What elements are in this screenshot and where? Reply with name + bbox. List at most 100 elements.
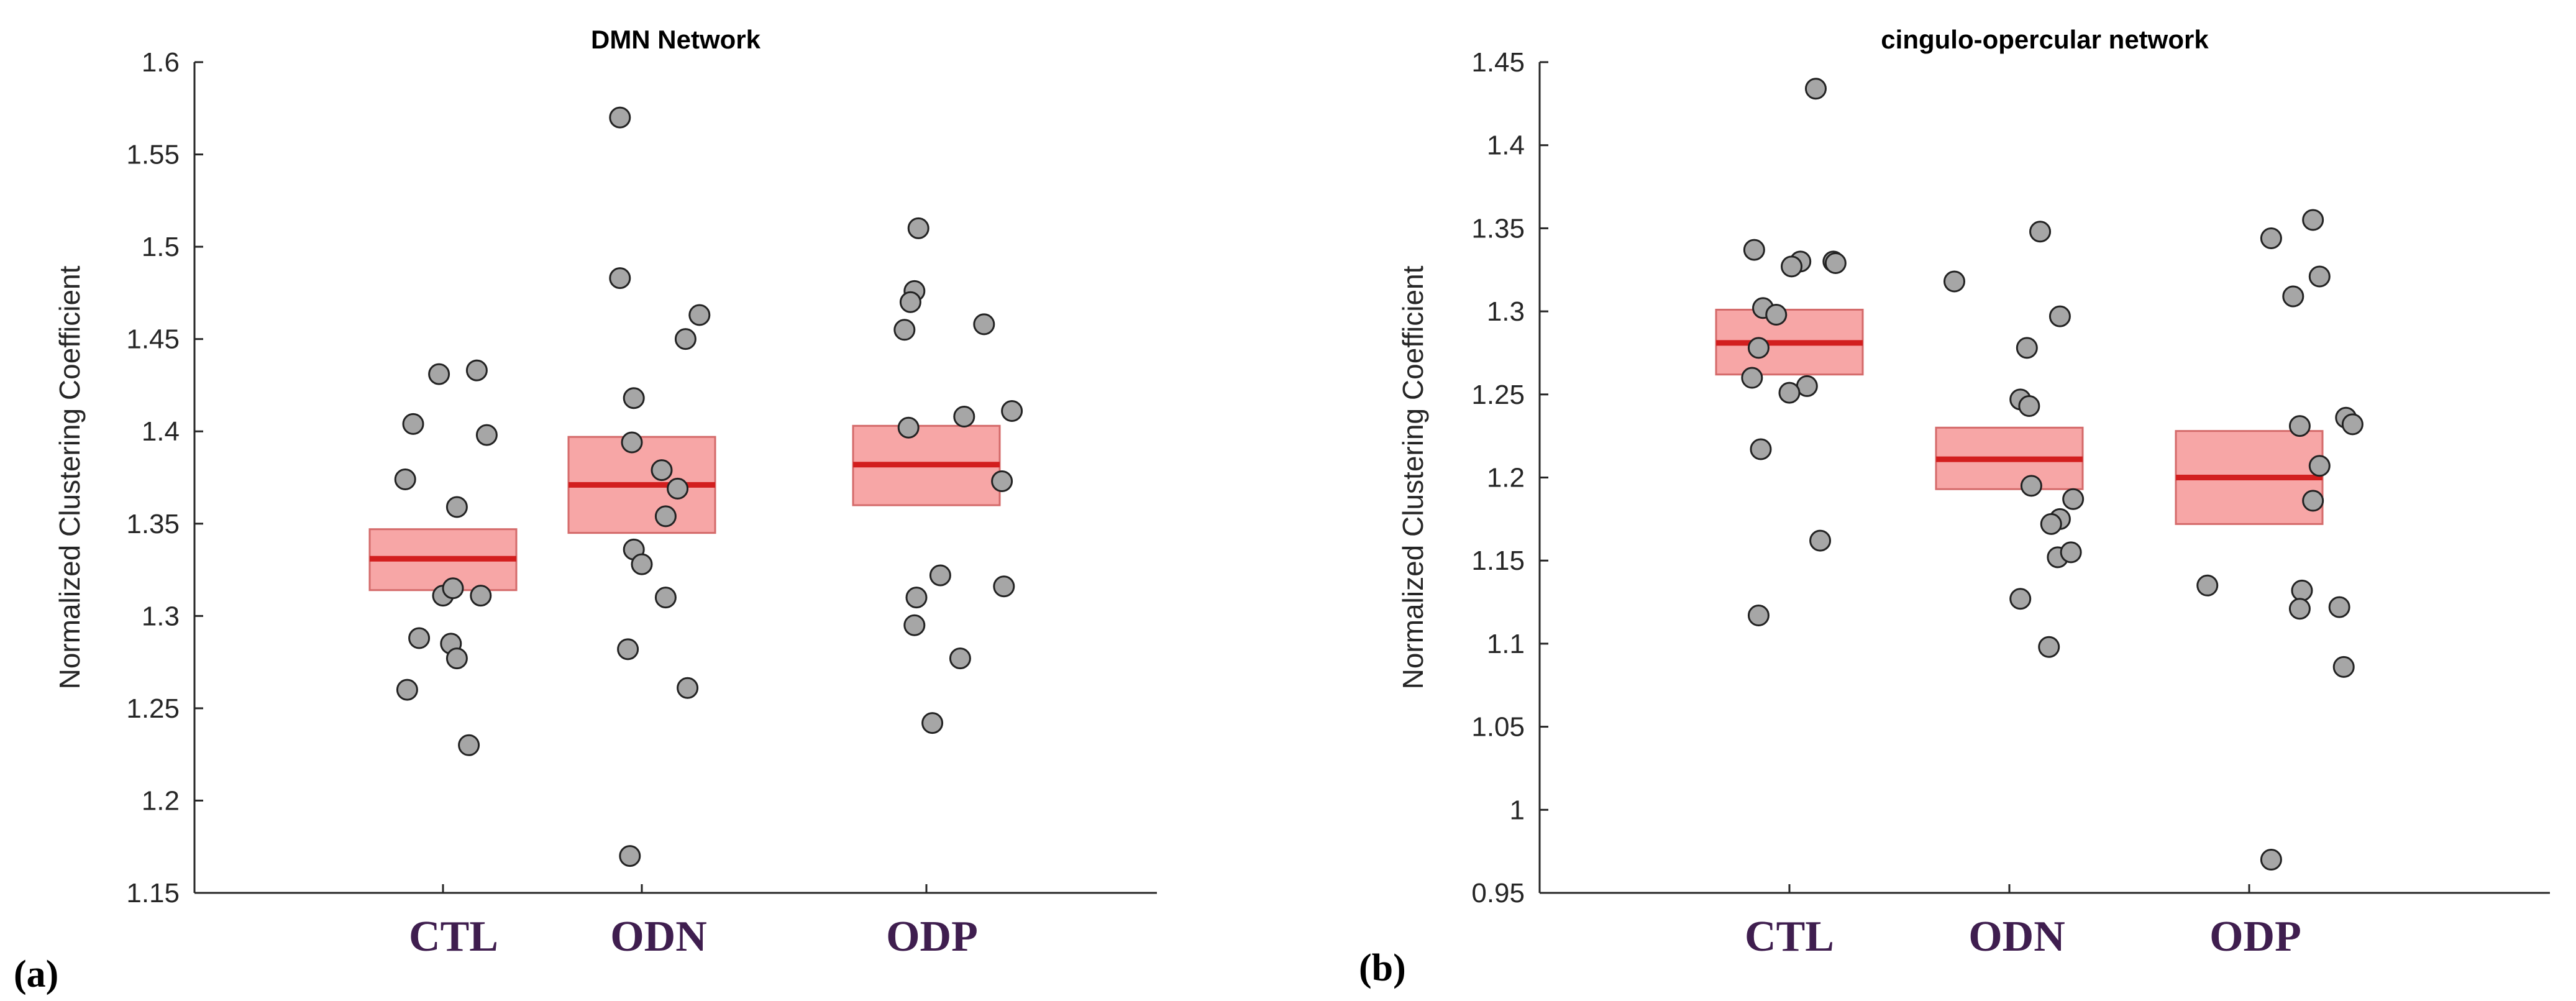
chart2-data-point-odn [2009,588,2032,610]
chart2-ytick-label: 1.3 [1487,296,1525,327]
chart2-data-point-ctl [1741,367,1763,389]
chart2-data-point-odn [2018,395,2040,418]
chart2-ytick-label: 1.15 [1471,546,1525,576]
chart1-data-point-ctl [458,734,480,756]
chart1-ytick-label: 1.55 [126,140,180,170]
chart2-data-point-ctl [1743,239,1765,261]
chart2-ylabel: Normalized Clustering Coefficient [1397,265,1429,689]
chart1-data-point-odn [623,387,645,409]
chart1-data-point-odp [1001,400,1023,423]
chart1-data-point-odn [654,505,677,528]
chart2-data-point-ctl [1781,255,1803,278]
chart1-data-point-odp [897,416,920,439]
chart2-data-point-odp [2288,415,2311,437]
chart1-data-point-ctl [394,468,416,490]
chart2: cingulo-opercular network 0.95 1 1.05 1.1 1.1… [1359,25,2550,989]
chart1-ytick-label: 1.3 [142,601,180,631]
chart2-data-point-odn [2020,475,2042,497]
chart2-data-point-odn [1943,270,1965,293]
chart2-data-point-odn [2060,541,2082,564]
chart1-data-point-odp [903,614,926,636]
chart2-data-point-ctl [1747,337,1770,359]
chart2-data-point-odp [2288,598,2311,620]
chart1-data-point-ctl [445,496,468,518]
chart1-data-point-odp [905,587,928,609]
chart2-data-point-ctl [1750,438,1772,460]
chart2-ytick-label: 1 [1510,795,1525,825]
chart2-data-point-odn [2062,488,2085,510]
chart2-data-point-ctl [1804,78,1827,100]
chart2-ytick-label: 1.05 [1471,712,1525,743]
chart2-data-point-odp [2302,490,2324,512]
chart1-data-point-odn [667,477,689,500]
chart2-data-point-odp [2332,656,2355,678]
chart2-title: cingulo-opercular network [1881,25,2209,54]
chart1-ytick-label: 1.2 [142,785,180,816]
chart2-data-point-odp [2291,579,2313,601]
chart1-data-point-ctl [465,359,488,382]
chart2-data-point-ctl [1747,604,1770,626]
chart2-data-point-odn [2038,636,2060,658]
chart2-data-point-odp [2341,413,2364,436]
chart1-ytick-label: 1.5 [142,232,180,262]
chart1-data-point-odp [899,291,921,313]
chart2-data-point-odp [2260,227,2282,249]
chart2-ytick-label: 1.45 [1471,47,1525,78]
chart1-ylabel: Normalized Clustering Coefficient [53,265,86,689]
chart2-data-point-odp [2260,849,2282,871]
chart1-data-point-odn [651,459,673,482]
chart2-ytick-label: 0.95 [1471,878,1525,908]
chart1-data-point-odp [921,712,944,734]
chart2-category-label-odp: ODP [2209,913,2301,961]
chart1-data-point-odp [953,405,975,427]
chart2-data-point-odn [2016,337,2038,359]
chart2-data-point-odn [2029,221,2052,243]
chart1-data-point-odn [674,328,697,350]
chart1-data-point-odn [617,638,639,660]
chart2-data-point-odp [2308,265,2331,288]
chart1-data-point-odn [619,845,641,867]
chart1-data-point-ctl [396,679,418,701]
chart1-data-point-odp [893,319,916,341]
chart1-ytick-label: 1.45 [126,324,180,355]
chart1-data-point-ctl [442,577,464,600]
chart1-data-point-ctl [475,424,498,446]
chart2-data-point-odn [2040,513,2062,535]
chart2-panel-label: (b) [1359,947,1406,989]
chart1-data-point-odp [973,313,995,336]
chart1-data-point-odn [654,587,677,609]
chart1-ytick-label: 1.15 [126,878,180,908]
chart1-data-point-odn [677,677,699,699]
chart1-ytick-label: 1.25 [126,693,180,724]
chart1-data-point-odp [929,564,951,587]
chart1-ytick-label: 1.35 [126,509,180,539]
chart1-data-point-odp [993,575,1015,598]
chart1-data-point-odp [991,470,1013,492]
chart2-data-point-ctl [1778,382,1801,404]
chart2-category-label-ctl: CTL [1745,913,1834,961]
chart1-data-point-odn [609,267,631,290]
chart1-data-point-odp [949,647,971,670]
chart1-data-point-ctl [402,413,424,435]
chart1-category-label-odn: ODN [610,913,707,961]
chart1-data-point-odn [688,304,711,326]
chart2-data-point-odp [2282,285,2304,308]
chart2-data-point-ctl [1765,303,1788,326]
chart1-data-point-ctl [428,363,450,385]
chart1-data-point-odn [631,553,653,575]
chart2-ytick-label: 1.2 [1487,463,1525,493]
chart2-data-point-odn [2048,305,2071,327]
chart2-data-point-odp [2302,209,2324,231]
chart2-data-point-odp [2328,596,2350,618]
chart2-data-point-ctl [1809,529,1832,552]
chart2-data-point-odp [2308,455,2331,477]
chart2-data-point-odp [2196,574,2219,596]
chart1-category-label-odp: ODP [886,913,978,961]
chart2-ytick-label: 1.35 [1471,213,1525,244]
chart1-data-point-ctl [470,585,492,607]
chart1-data-point-odn [621,431,643,454]
chart2-ytick-label: 1.1 [1487,629,1525,659]
chart2-ytick-label: 1.4 [1487,130,1525,161]
chart1-data-point-ctl [445,647,468,670]
